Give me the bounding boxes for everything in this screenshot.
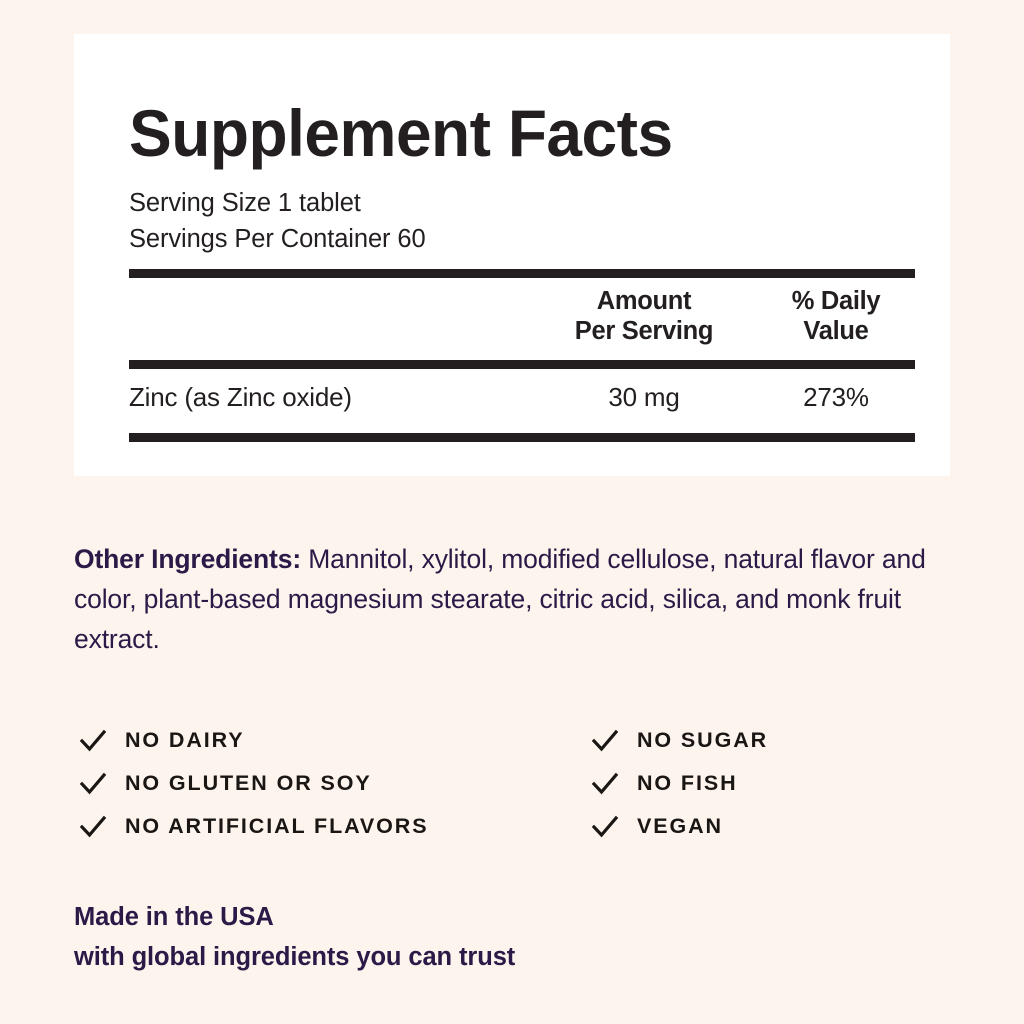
attribute-checklist: NO DAIRY NO GLUTEN OR SOY NO ARTIFICIAL … <box>78 726 958 842</box>
list-item: VEGAN <box>590 812 950 842</box>
list-item: NO GLUTEN OR SOY <box>78 769 590 799</box>
checklist-label: VEGAN <box>637 814 723 839</box>
checklist-label: NO ARTIFICIAL FLAVORS <box>125 814 429 839</box>
supplement-facts-title: Supplement Facts <box>129 96 673 170</box>
nutrient-daily-value: 273% <box>803 381 869 412</box>
other-ingredients: Other Ingredients: Mannitol, xylitol, mo… <box>74 539 964 660</box>
other-ingredients-heading: Other Ingredients: <box>74 543 301 574</box>
check-icon <box>591 772 619 795</box>
supplement-facts-table: Amount Per Serving % Daily Value <box>129 278 915 351</box>
header-dv-line2: Value <box>803 316 869 345</box>
header-cell-name <box>129 278 531 351</box>
other-ingredients-text: Mannitol, xylitol, modified cellulose, n… <box>74 543 926 655</box>
checklist-column-left: NO DAIRY NO GLUTEN OR SOY NO ARTIFICIAL … <box>78 726 590 842</box>
list-item: NO FISH <box>590 769 950 799</box>
made-in-usa-line2: with global ingredients you can trust <box>74 942 516 971</box>
table-row: Zinc (as Zinc oxide) 30 mg 273% <box>129 369 915 425</box>
check-icon <box>79 815 107 838</box>
nutrient-name: Zinc (as Zinc oxide) <box>129 381 352 412</box>
made-in-usa-statement: Made in the USA with global ingredients … <box>74 898 515 977</box>
header-cell-daily-value: % Daily Value <box>757 278 915 351</box>
checklist-label: NO FISH <box>637 771 738 796</box>
made-in-usa-line1: Made in the USA <box>74 903 274 931</box>
table-rule-bottom <box>129 432 915 442</box>
servings-per-container-text: Servings Per Container 60 <box>129 225 426 254</box>
supplement-facts-body: Zinc (as Zinc oxide) 30 mg 273% <box>129 369 915 425</box>
check-icon <box>591 729 619 752</box>
table-rule-middle <box>129 359 915 369</box>
nutrient-amount: 30 mg <box>608 381 680 412</box>
header-cell-amount: Amount Per Serving <box>531 278 757 351</box>
table-rule-top <box>129 269 915 279</box>
serving-info: Serving Size 1 tablet Servings Per Conta… <box>129 185 915 257</box>
checklist-label: NO GLUTEN OR SOY <box>125 771 372 796</box>
header-dv-line1: % Daily <box>791 287 881 316</box>
checklist-label: NO DAIRY <box>125 728 245 753</box>
checklist-column-right: NO SUGAR NO FISH VEGAN <box>590 726 950 842</box>
serving-size-text: Serving Size 1 tablet <box>129 189 361 217</box>
header-amount-line2: Per Serving <box>574 316 714 345</box>
check-icon <box>79 729 107 752</box>
list-item: NO SUGAR <box>590 726 950 756</box>
header-amount-line1: Amount <box>596 287 692 316</box>
list-item: NO ARTIFICIAL FLAVORS <box>78 812 590 842</box>
table-header-row: Amount Per Serving % Daily Value <box>129 278 915 351</box>
check-icon <box>591 815 619 838</box>
list-item: NO DAIRY <box>78 726 590 756</box>
supplement-facts-content: Supplement Facts Serving Size 1 tablet S… <box>129 34 915 442</box>
supplement-facts-panel: Supplement Facts Serving Size 1 tablet S… <box>74 34 950 476</box>
checklist-label: NO SUGAR <box>637 728 769 753</box>
check-icon <box>79 772 107 795</box>
